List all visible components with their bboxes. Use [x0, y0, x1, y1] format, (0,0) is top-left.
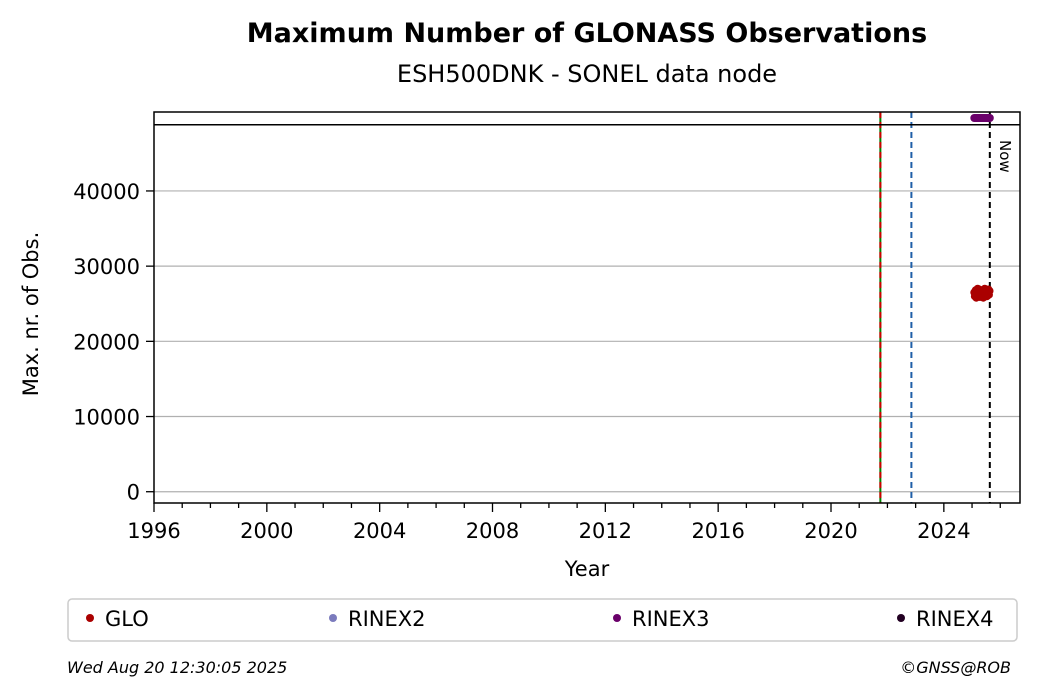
- footer-timestamp: Wed Aug 20 12:30:05 2025: [67, 658, 288, 677]
- x-tick-label-6: 2020: [804, 519, 857, 543]
- legend-marker-rinex4: [897, 614, 905, 622]
- x-axis-ticks: 1996 2000 2004 2008 2012 2016 2020 2024: [127, 503, 1001, 543]
- x-tick-label-3: 2008: [466, 519, 519, 543]
- legend-marker-rinex3: [613, 614, 621, 622]
- legend-marker-rinex2: [329, 614, 337, 622]
- data-points: [970, 114, 994, 302]
- y-axis-ticks: 0 10000 20000 30000 40000: [73, 180, 154, 505]
- x-tick-label-2: 2004: [353, 519, 406, 543]
- now-label: Now: [996, 140, 1014, 173]
- legend-label-glo: GLO: [105, 607, 149, 631]
- chart-subtitle: ESH500DNK - SONEL data node: [397, 60, 777, 88]
- legend-box: [67, 598, 1018, 642]
- legend-label-rinex4: RINEX4: [916, 607, 994, 631]
- point-glo-22: [985, 286, 994, 295]
- chart-title: Maximum Number of GLONASS Observations: [247, 18, 927, 49]
- plot-frame: [153, 111, 1021, 504]
- y-tick-label-0: 0: [127, 481, 140, 505]
- x-tick-label-5: 2016: [691, 519, 744, 543]
- legend-label-rinex3: RINEX3: [632, 607, 710, 631]
- y-tick-label-3: 30000: [73, 255, 140, 279]
- x-axis-label: Year: [564, 557, 610, 581]
- x-tick-label-0: 1996: [127, 519, 180, 543]
- grid-lines: [154, 190, 1020, 493]
- y-axis-label: Max. nr. of Obs.: [19, 232, 43, 397]
- footer-credit: ©GNSS@ROB: [900, 658, 1011, 677]
- y-tick-label-1: 10000: [73, 406, 140, 430]
- point-rinex3-14: [985, 114, 994, 123]
- x-tick-label-4: 2012: [579, 519, 632, 543]
- x-tick-label-1: 2000: [240, 519, 293, 543]
- vertical-lines: Now: [879, 112, 1014, 503]
- legend: GLO RINEX2 RINEX3 RINEX4: [86, 607, 994, 631]
- legend-label-rinex2: RINEX2: [348, 607, 426, 631]
- y-tick-label-2: 20000: [73, 330, 140, 354]
- legend-marker-glo: [86, 614, 94, 622]
- y-tick-label-4: 40000: [73, 180, 140, 204]
- x-tick-label-7: 2024: [917, 519, 970, 543]
